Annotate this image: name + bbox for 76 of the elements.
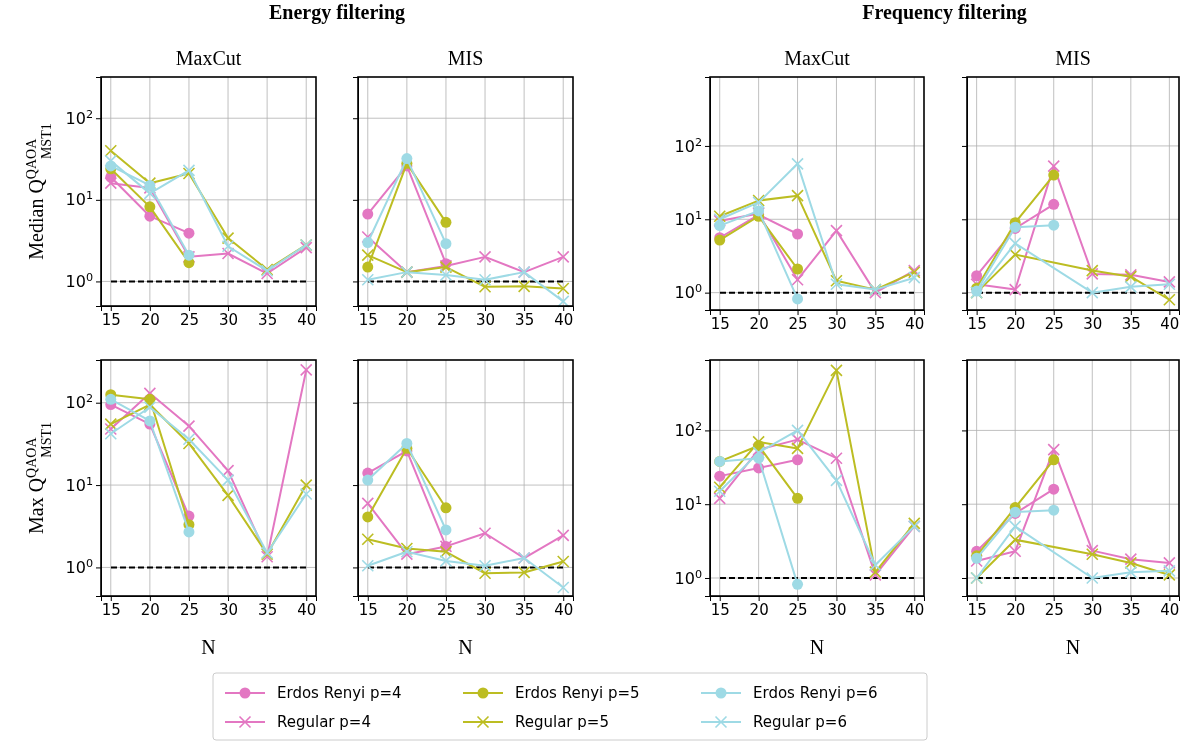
x-tick-label: 30: [476, 600, 496, 619]
x-tick-label: 30: [219, 600, 239, 619]
x-axis-title: N: [809, 636, 825, 658]
text: Energy filtering: [268, 1, 406, 24]
x-tick-label: 35: [866, 600, 886, 619]
x-tick-label: 40: [1160, 600, 1180, 619]
x-tick-label: 15: [358, 600, 378, 619]
x-tick-label: 30: [1083, 600, 1103, 619]
x-axis-title: N: [201, 636, 216, 658]
x-tick-label: 15: [710, 314, 730, 333]
x-tick-label: 30: [827, 600, 847, 619]
legend-label: Erdos Renyi p=6: [753, 684, 878, 702]
x-tick-label: 35: [1121, 314, 1141, 333]
y-tick-label: 10$^{0}$: [674, 567, 702, 588]
x-tick-label: 25: [179, 310, 199, 329]
x-tick-label: 25: [436, 310, 456, 329]
y-tick-label: 10$^{2}$: [674, 135, 702, 156]
legend-label: Regular p=6: [753, 713, 847, 731]
y-tick-label: 10$^{0}$: [674, 281, 702, 303]
chart-title: MaxCut: [175, 47, 242, 69]
legend-label: Erdos Renyi p=4: [277, 684, 402, 702]
x-tick-label: 15: [967, 600, 987, 619]
x-tick-label: 20: [140, 600, 160, 619]
x-tick-label: 25: [1044, 314, 1064, 333]
legend-label: Regular p=4: [277, 713, 371, 731]
chart-title: MIS: [1055, 47, 1091, 69]
x-tick-label: 30: [827, 314, 847, 333]
x-tick-label: 35: [1121, 600, 1141, 619]
y-tick-label: 10$^{0}$: [65, 270, 93, 292]
x-tick-label: 35: [515, 310, 535, 329]
legend-label: Erdos Renyi p=5: [515, 684, 640, 702]
x-tick-label: 40: [905, 600, 925, 619]
y-tick-label: 10$^{2}$: [65, 107, 93, 128]
x-tick-label: 20: [397, 600, 417, 619]
x-tick-label: 30: [476, 310, 496, 329]
chart-title: MaxCut: [784, 47, 851, 69]
x-tick-label: 15: [710, 600, 730, 619]
x-tick-label: 40: [905, 314, 925, 333]
x-tick-label: 20: [397, 310, 417, 329]
x-tick-label: 35: [258, 600, 278, 619]
text: Frequency filtering: [862, 1, 1027, 24]
x-tick-label: 35: [258, 310, 278, 329]
x-tick-label: 20: [1006, 600, 1026, 619]
x-tick-label: 25: [1044, 600, 1064, 619]
x-tick-label: 35: [515, 600, 535, 619]
x-axis-title: N: [458, 636, 473, 658]
x-tick-label: 40: [297, 600, 317, 619]
x-tick-label: 20: [749, 600, 769, 619]
x-tick-label: 15: [358, 310, 378, 329]
x-tick-label: 30: [219, 310, 239, 329]
x-tick-label: 40: [554, 310, 574, 329]
x-tick-label: 25: [788, 600, 808, 619]
x-tick-label: 25: [436, 600, 456, 619]
x-tick-label: 40: [1160, 314, 1180, 333]
x-tick-label: 30: [1083, 314, 1103, 333]
x-tick-label: 15: [967, 314, 987, 333]
y-tick-label: 10$^{1}$: [65, 188, 93, 210]
x-axis-title: N: [1065, 636, 1081, 658]
x-tick-label: 20: [140, 310, 160, 329]
x-tick-label: 40: [297, 310, 317, 329]
x-tick-label: 25: [179, 600, 199, 619]
x-tick-label: 20: [749, 314, 769, 333]
x-tick-label: 15: [101, 600, 121, 619]
x-tick-label: 40: [554, 600, 574, 619]
x-tick-label: 15: [101, 310, 121, 329]
x-tick-label: 20: [1006, 314, 1026, 333]
legend-label: Regular p=5: [515, 713, 609, 731]
y-tick-label: 10$^{2}$: [65, 391, 93, 413]
y-tick-label: 10$^{1}$: [674, 493, 702, 514]
y-tick-label: 10$^{2}$: [674, 419, 702, 441]
x-tick-label: 25: [788, 314, 808, 333]
y-tick-label: 10$^{1}$: [65, 474, 93, 495]
y-tick-label: 10$^{0}$: [65, 556, 93, 578]
x-tick-label: 35: [866, 314, 886, 333]
chart-title: MIS: [447, 47, 484, 69]
y-tick-label: 10$^{1}$: [674, 208, 702, 229]
